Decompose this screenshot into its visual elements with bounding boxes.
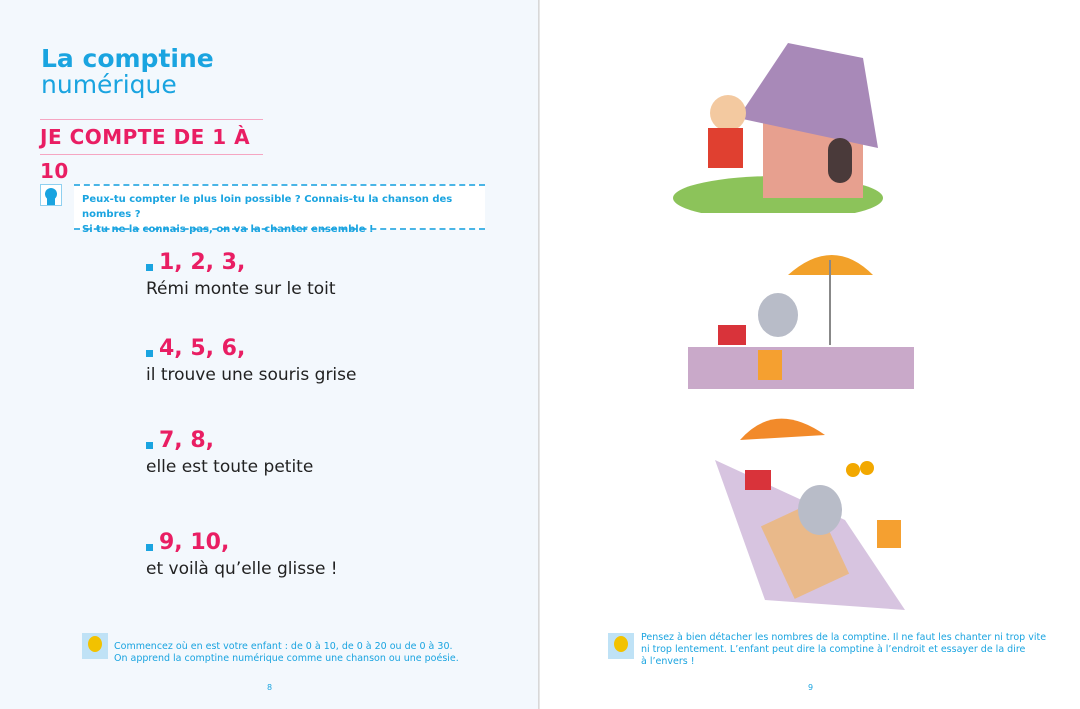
verse-numbers: 7, 8,	[159, 428, 214, 453]
verse: 1, 2, 3, Rémi monte sur le toit	[146, 250, 336, 299]
question-text-2: Si tu ne la connais pas, on va la chante…	[82, 224, 374, 235]
bullet-square	[146, 350, 153, 357]
verse: 7, 8, elle est toute petite	[146, 428, 313, 477]
title: La comptine	[41, 44, 214, 73]
lightbulb-icon	[608, 633, 634, 659]
bullet-square	[146, 264, 153, 271]
left-page: La comptine numérique JE COMPTE DE 1 À 1…	[0, 0, 539, 709]
verse: 4, 5, 6, il trouve une souris grise	[146, 336, 356, 385]
tip-line: Pensez à bien détacher les nombres de la…	[641, 632, 1047, 643]
speaking-head-icon	[40, 184, 62, 206]
verse-numbers: 4, 5, 6,	[159, 336, 246, 361]
tip-line: Commencez où en est votre enfant : de 0 …	[114, 641, 453, 652]
tip-text: Pensez à bien détacher les nombres de la…	[641, 632, 1046, 668]
title-line2: numérique	[41, 70, 177, 99]
page-number: 9	[808, 683, 814, 692]
tip-line: ni trop lentement. L’enfant peut dire la…	[641, 644, 1026, 655]
verse-text: et voilà qu’elle glisse !	[146, 559, 338, 579]
verse-text: il trouve une souris grise	[146, 365, 357, 385]
tip-line: On apprend la comptine numérique comme u…	[114, 653, 459, 664]
page-number: 8	[267, 683, 273, 692]
verse-numbers: 1, 2, 3,	[159, 250, 246, 275]
verse-text: elle est toute petite	[146, 457, 314, 477]
question-box: Peux-tu compter le plus loin possible ? …	[74, 184, 485, 235]
lightbulb-icon	[82, 633, 108, 659]
doghouse-illustration	[673, 43, 883, 213]
right-page: Pensez à bien détacher les nombres de la…	[540, 0, 1080, 709]
verse-numbers: 9, 10,	[159, 530, 230, 555]
mouse-umbrella-illustration	[688, 255, 914, 389]
subtitle: JE COMPTE DE 1 À 10	[40, 119, 263, 183]
verse: 9, 10, et voilà qu’elle glisse !	[146, 530, 338, 579]
bullet-square	[146, 442, 153, 449]
question-text: Peux-tu compter le plus loin possible ? …	[82, 194, 453, 220]
verse-text: Rémi monte sur le toit	[146, 279, 336, 299]
mouse-sliding-illustration	[715, 418, 905, 610]
tip-line: à l’envers !	[641, 656, 695, 667]
tip-text: Commencez où en est votre enfant : de 0 …	[114, 641, 459, 665]
bullet-square	[146, 544, 153, 551]
